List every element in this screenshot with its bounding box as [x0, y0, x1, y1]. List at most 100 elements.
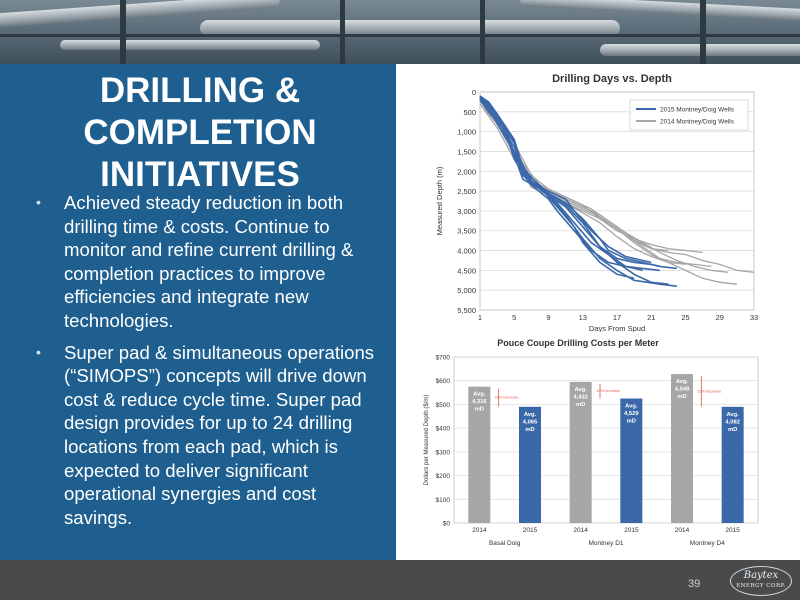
bar-data-label: 4,065	[523, 419, 538, 425]
bullet-dot-icon: •	[36, 194, 41, 210]
y-tick-label: $500	[436, 402, 451, 409]
decrease-annotation: 22% Decrease	[698, 389, 722, 393]
legend-box	[629, 99, 749, 131]
bullet-item: • Achieved steady reduction in both drill…	[36, 191, 376, 333]
decrease-annotation: 12% Decrease	[596, 389, 620, 393]
bar-data-label: Avg.	[726, 412, 739, 418]
header-banner-image	[0, 0, 800, 64]
bar	[620, 398, 643, 523]
bar-data-label: mD	[627, 419, 636, 425]
logo-subtext: ENERGY CORP.	[736, 583, 786, 589]
bullet-item: • Super pad & simultaneous operations (“S…	[36, 341, 376, 530]
group-label: Basal Doig	[489, 540, 521, 547]
legend-label: 2015 Montney/Doig Wells	[660, 107, 735, 114]
bar-data-label: 4,316	[472, 399, 487, 405]
plot-area	[479, 91, 755, 311]
bar-data-label: 4,529	[624, 411, 639, 417]
drilling-costs-chart-svg: Pouce Coupe Drilling Costs per Meter $0 $1…	[424, 338, 759, 547]
x-tick-label: 5	[512, 313, 516, 322]
slide-title: DRILLING & COMPLETION INITIATIVES	[40, 70, 360, 196]
bullet-text: Super pad & simultaneous operations (“SI…	[64, 341, 375, 528]
y-tick-label: 0	[472, 88, 476, 97]
x-tick-label: 2015	[624, 527, 639, 534]
y-tick-label: $400	[436, 426, 451, 433]
x-tick-label: 1	[478, 313, 482, 322]
bar-data-label: mD	[475, 407, 484, 413]
y-tick-label: 5,500	[457, 306, 476, 315]
x-tick-label: 2014	[675, 527, 690, 534]
bar-data-label: 4,548	[675, 387, 690, 393]
y-tick-label: $600	[436, 378, 451, 385]
company-logo: Baytex ENERGY CORP.	[730, 566, 792, 596]
y-axis-label: Dollars per Measured Depth ($/m)	[424, 395, 430, 486]
bar-data-label: mD	[525, 427, 534, 433]
series-line	[479, 99, 652, 264]
x-tick-label: 2014	[573, 527, 588, 534]
bar-data-label: Avg.	[625, 404, 638, 410]
bar-data-label: Avg.	[524, 412, 537, 418]
page-number: 39	[688, 578, 701, 590]
drilling-days-chart-svg: Drilling Days vs. Depth 0 500 1,000 1,500 2,0…	[435, 73, 758, 333]
drilling-costs-chart: Pouce Coupe Drilling Costs per Meter $0 $1…	[398, 335, 764, 557]
title-line: INITIATIVES	[100, 155, 300, 194]
title-line: COMPLETION	[83, 113, 317, 152]
bar	[721, 406, 744, 523]
bullet-list: • Achieved steady reduction in both drill…	[36, 191, 376, 537]
series-line	[479, 97, 677, 287]
x-tick-label: 9	[546, 313, 550, 322]
group-label: Montney D4	[690, 540, 725, 547]
x-axis-label: Days From Spud	[589, 324, 645, 332]
bar-data-label: mD	[677, 394, 686, 400]
y-tick-label: 5,000	[457, 286, 476, 295]
bar-data-label: 4,082	[725, 419, 740, 425]
group-label: Montney D1	[588, 540, 623, 547]
content-panel	[0, 64, 396, 560]
x-tick-label: 21	[647, 313, 655, 322]
y-tick-label: $100	[436, 497, 451, 504]
decrease-annotation: 15% Decrease	[495, 396, 519, 400]
bar	[569, 381, 592, 523]
bar-data-label: Avg.	[473, 392, 486, 398]
chart-title: Pouce Coupe Drilling Costs per Meter	[497, 338, 659, 348]
x-tick-label: 33	[750, 313, 758, 322]
y-tick-label: 2,000	[457, 167, 476, 176]
footer-bar	[0, 560, 800, 600]
x-tick-label: 2014	[472, 527, 487, 534]
bullet-text: Achieved steady reduction in both drilli…	[64, 192, 354, 331]
y-tick-label: $300	[436, 449, 451, 456]
series-line	[479, 103, 669, 252]
x-tick-label: 25	[681, 313, 689, 322]
bar	[671, 374, 693, 523]
y-tick-label: 500	[463, 108, 476, 117]
bar-data-label: mD	[728, 427, 737, 433]
y-tick-label: 4,500	[457, 266, 476, 275]
y-tick-label: $700	[436, 355, 451, 362]
chart-title: Drilling Days vs. Depth	[552, 73, 672, 85]
x-tick-label: 13	[579, 313, 587, 322]
title-line: DRILLING &	[99, 71, 301, 110]
y-tick-label: $200	[436, 473, 451, 480]
bar-data-label: Avg.	[676, 379, 689, 385]
y-tick-label: 1,500	[457, 147, 476, 156]
bar	[519, 406, 541, 523]
y-tick-label: 2,500	[457, 187, 476, 196]
y-tick-label: 3,000	[457, 207, 476, 216]
y-axis-label: Measured Depth (m)	[435, 166, 444, 235]
y-tick-label: $0	[443, 521, 451, 528]
legend-label: 2014 Montney/Doig Wells	[660, 119, 735, 126]
bar-data-label: Avg.	[574, 387, 587, 393]
bullet-dot-icon: •	[36, 343, 41, 360]
drilling-days-chart: Drilling Days vs. Depth 0 500 1,000 1,500 2,0…	[398, 66, 764, 333]
bar-data-label: mD	[576, 402, 585, 408]
series-line	[479, 95, 677, 270]
y-tick-label: 4,000	[457, 247, 476, 256]
plot-area	[453, 356, 759, 524]
bar	[468, 386, 491, 523]
x-tick-label: 29	[716, 313, 724, 322]
x-tick-label: 2015	[523, 527, 538, 534]
y-tick-label: 3,500	[457, 227, 476, 236]
logo-text: Baytex	[743, 570, 779, 581]
series-line	[479, 95, 635, 280]
series-line	[479, 98, 660, 272]
bar-data-label: 4,432	[573, 394, 588, 400]
